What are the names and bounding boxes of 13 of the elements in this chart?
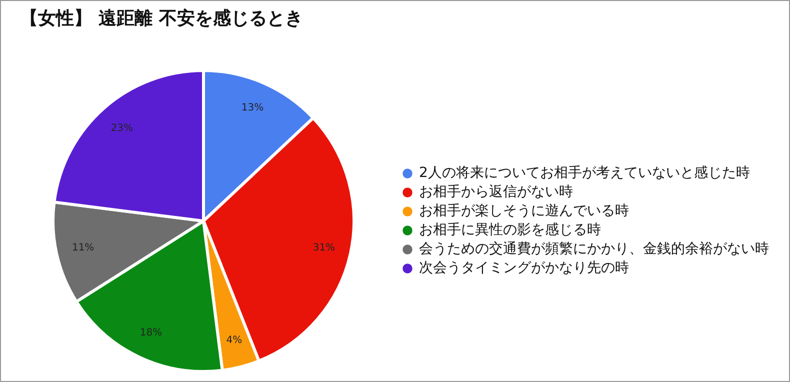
- data-label: 18%: [140, 327, 162, 338]
- data-label: 31%: [312, 242, 336, 254]
- legend-label: 会うための交通費が頻繁にかかり、金銭的余裕がない時: [419, 241, 769, 258]
- legend-label: お相手に異性の影を感じる時: [419, 222, 601, 238]
- data-label: 11%: [72, 242, 94, 254]
- legend-label: 2人の将来についてお相手が考えていないと感じた時: [419, 165, 750, 182]
- data-label: 23%: [110, 123, 134, 134]
- legend-label: お相手が楽しそうに遊んでいる時: [419, 203, 629, 220]
- data-label: 13%: [241, 102, 264, 114]
- data-label: 4%: [226, 335, 242, 346]
- legend-label: お相手から返信がない時: [419, 184, 573, 200]
- chart-title: 【女性】 遠距離 不安を感じるとき: [19, 7, 304, 31]
- legend-label: 次会うタイミングがかなり先の時: [419, 260, 629, 276]
